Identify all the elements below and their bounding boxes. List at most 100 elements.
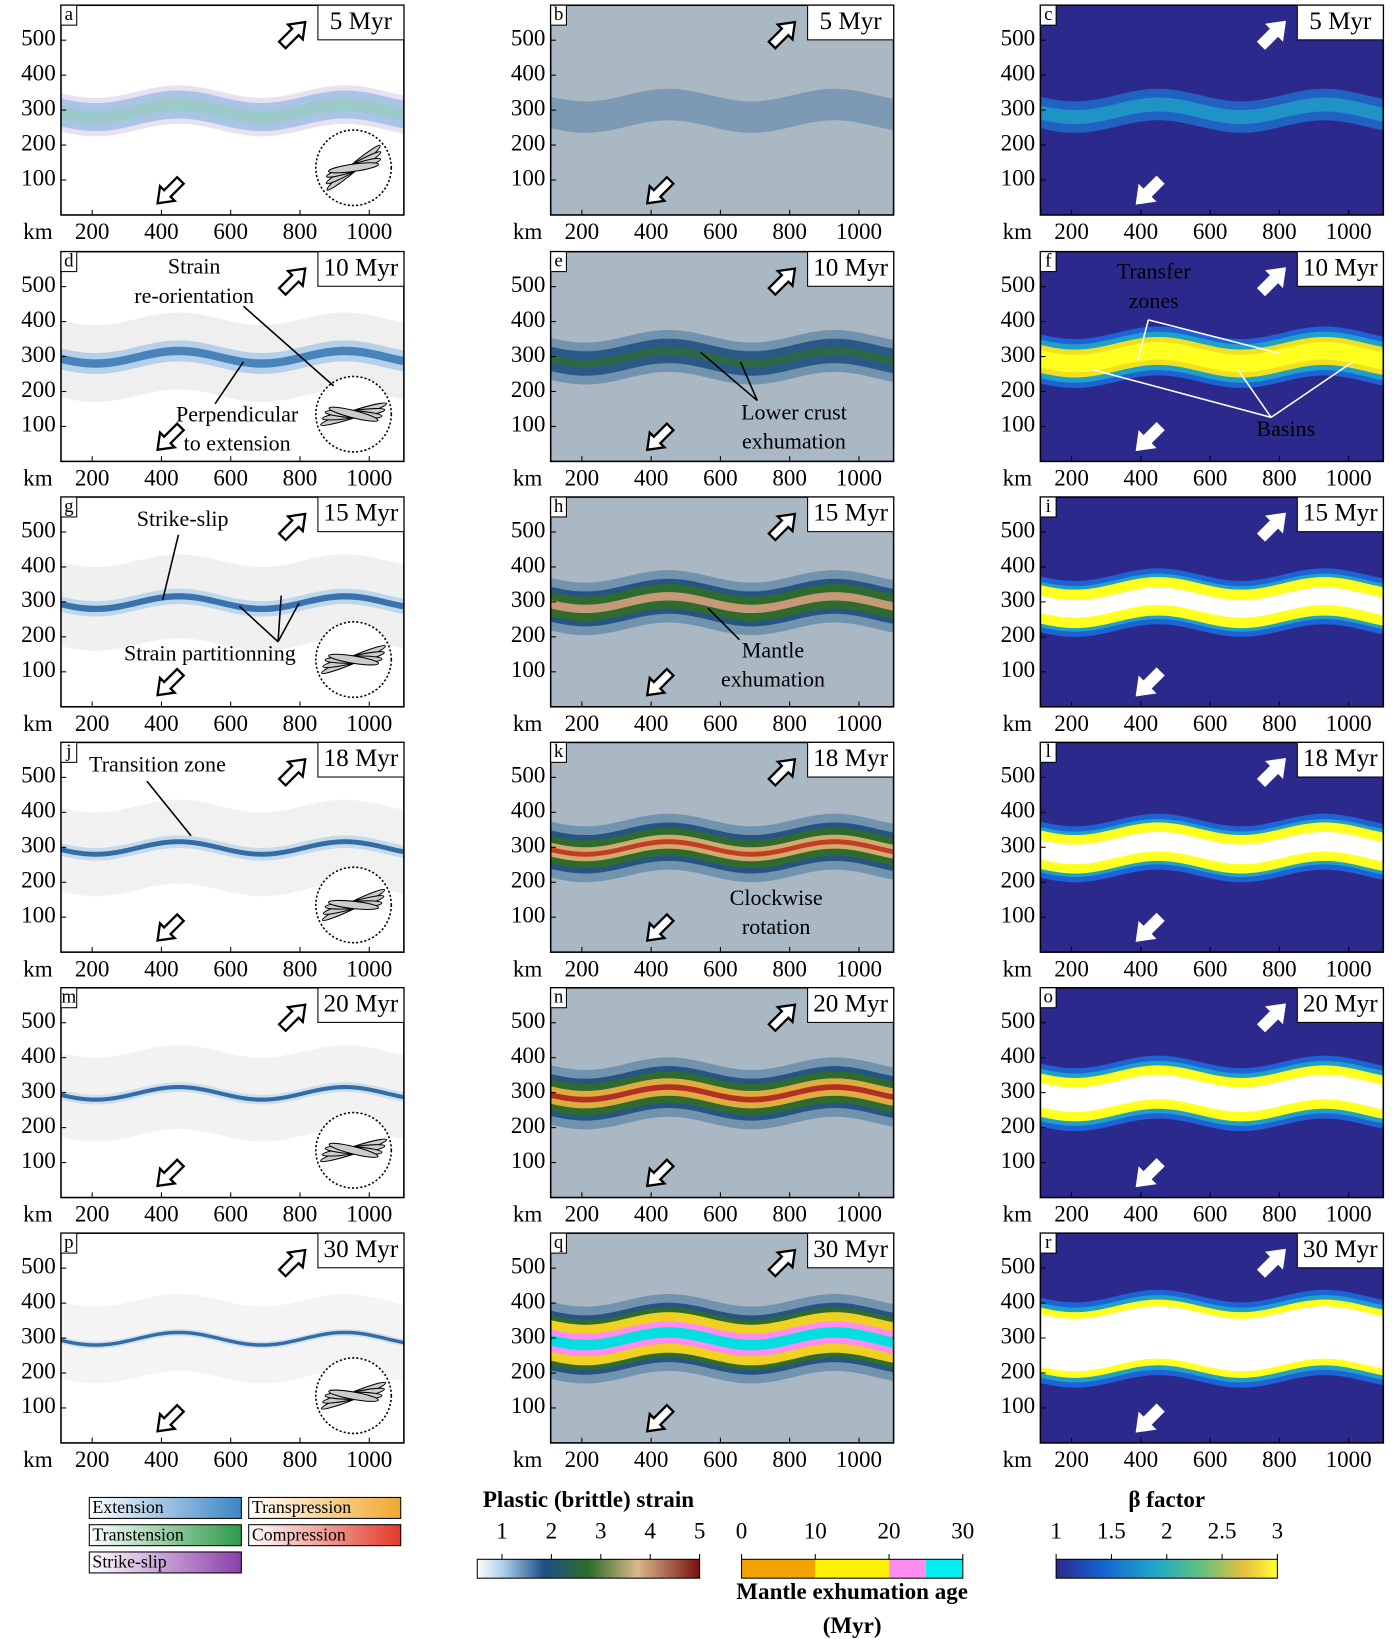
deformation-band [1040, 1074, 1384, 1112]
y-tick-label: 100 [1001, 411, 1036, 437]
extension-arrow [1256, 20, 1286, 50]
colorbar-title: Plastic (brittle) strain [483, 1486, 694, 1512]
extension-arrow [156, 1158, 186, 1188]
x-tick-label: 800 [283, 465, 318, 491]
annotation-leader [1090, 368, 1272, 419]
x-tick-label: 1000 [346, 1201, 392, 1227]
x-tick-label: 400 [634, 1201, 669, 1227]
x-tick-label: 800 [1262, 218, 1297, 244]
deformation-band [1040, 1306, 1384, 1372]
y-tick-label: 400 [21, 551, 56, 577]
annotation-leader [146, 780, 192, 837]
x-tick-label: 800 [1262, 1446, 1297, 1472]
extension-arrow [1256, 267, 1286, 297]
panel: 200 400 600 800 1000 100 200 300 400 500 km g 15 Myr… [21, 496, 405, 736]
letter-box [1039, 251, 1057, 273]
time-box [1296, 741, 1384, 778]
x-tick-label: 1000 [836, 1201, 882, 1227]
panel-letter: h [554, 496, 564, 517]
legend-label: Transpression [252, 1497, 351, 1517]
deformation-band [60, 835, 404, 861]
x-tick-label: 200 [1054, 955, 1089, 981]
colorbar-tick-label: 30 [951, 1517, 974, 1543]
panel-letter: g [64, 496, 74, 517]
x-tick-label: 200 [565, 465, 600, 491]
panel-time: 18 Myr [813, 745, 888, 772]
legend-label: Transtension [92, 1524, 183, 1544]
x-tick-label: 600 [213, 955, 248, 981]
extension-arrow [767, 1248, 797, 1278]
x-unit: km [23, 1446, 53, 1472]
x-tick-label: 800 [772, 465, 807, 491]
x-tick-label: 400 [634, 955, 669, 981]
extension-arrow [1256, 1003, 1286, 1033]
y-tick-label: 500 [21, 24, 56, 50]
x-tick-label: 200 [1054, 465, 1089, 491]
letter-box [1039, 741, 1057, 763]
colorbar-tick-label: 10 [804, 1517, 827, 1543]
y-tick-label: 400 [1001, 59, 1036, 85]
annotation-leader [700, 351, 758, 402]
time-box [1296, 251, 1384, 287]
annotation-leader [277, 602, 300, 643]
y-tick-label: 200 [1001, 1357, 1036, 1383]
colorbar-tick-label: 1.5 [1097, 1517, 1126, 1543]
letter-box [60, 4, 78, 26]
annotation: Transfer [1117, 259, 1191, 284]
y-tick-label: 500 [511, 24, 546, 50]
y-tick-label: 400 [1001, 551, 1036, 577]
x-tick-label: 400 [1124, 1446, 1159, 1472]
deformation-band [60, 1330, 404, 1347]
y-tick-label: 500 [511, 1252, 546, 1278]
letter-box [550, 987, 567, 1009]
deformation-band [550, 834, 894, 862]
x-unit: km [513, 218, 543, 244]
panel-time: 15 Myr [1303, 500, 1378, 527]
x-tick-label: 600 [213, 465, 248, 491]
extension-arrow [277, 1003, 307, 1033]
x-unit: km [1003, 465, 1033, 491]
panel-frame [1039, 496, 1385, 708]
x-tick-label: 800 [772, 1201, 807, 1227]
y-tick-label: 100 [21, 411, 56, 437]
time-box [807, 4, 895, 41]
y-tick-label: 300 [1001, 94, 1036, 120]
extension-arrow [156, 1403, 186, 1433]
letter-box [60, 741, 78, 763]
annotation-leader [238, 605, 279, 643]
x-tick-label: 600 [1193, 955, 1228, 981]
y-tick-label: 400 [1001, 306, 1036, 332]
time-box [317, 4, 405, 41]
panel-time: 18 Myr [1303, 745, 1378, 772]
y-tick-label: 200 [21, 1357, 56, 1383]
x-tick-label: 1000 [346, 465, 392, 491]
panel-time: 10 Myr [1303, 254, 1378, 281]
deformation-band [60, 1082, 404, 1105]
time-box [807, 251, 895, 287]
time-box [807, 1232, 895, 1269]
panel: 200 400 600 800 1000 100 200 300 400 500 km r 30 Myr [1001, 1232, 1385, 1472]
x-tick-label: 400 [634, 1446, 669, 1472]
extension-arrow [1135, 912, 1165, 942]
panel: 200 400 600 800 1000 100 200 300 400 500 km i 15 Myr [1001, 496, 1385, 736]
extension-arrow [156, 667, 186, 697]
legend-label: Strike-slip [92, 1552, 166, 1572]
x-tick-label: 800 [1262, 955, 1297, 981]
x-unit: km [23, 465, 53, 491]
y-tick-label: 400 [511, 1287, 546, 1313]
extension-arrow [277, 267, 307, 297]
letter-box [1039, 1232, 1057, 1254]
y-tick-label: 400 [1001, 1042, 1036, 1068]
y-tick-label: 200 [21, 621, 56, 647]
x-unit: km [1003, 1446, 1033, 1472]
x-tick-label: 600 [703, 465, 738, 491]
panel: 200 400 600 800 1000 100 200 300 400 500 km q 30 Myr [511, 1232, 895, 1472]
extension-arrow [767, 757, 797, 788]
x-tick-label: 600 [1193, 1201, 1228, 1227]
colorbar-tick-label: 0 [736, 1517, 748, 1543]
panel: 200 400 600 800 1000 100 200 300 400 500 km l 18 Myr [1001, 741, 1385, 981]
time-box [317, 741, 405, 778]
annotation-leader [739, 361, 758, 401]
deformation-band [550, 1327, 894, 1351]
extension-arrow [156, 422, 186, 452]
